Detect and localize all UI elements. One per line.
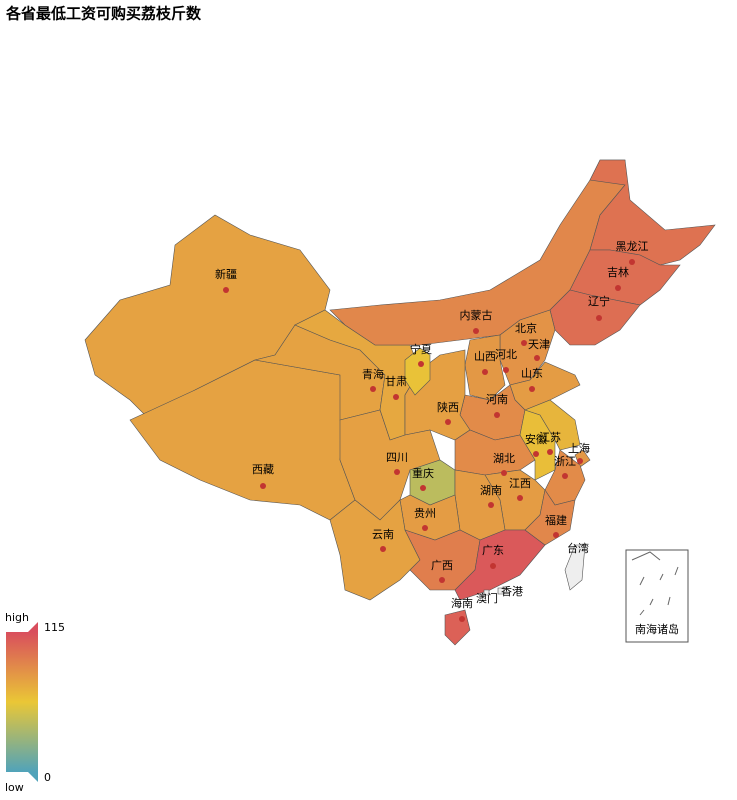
province (524, 399, 581, 451)
province-label: 重庆 (412, 466, 434, 480)
province-dot (394, 469, 400, 475)
province-label: 福建 (545, 513, 567, 527)
province (483, 589, 490, 596)
province (404, 347, 431, 396)
province-dot (418, 361, 424, 367)
province-dot (553, 532, 559, 538)
province (454, 529, 546, 601)
province-dot (521, 340, 527, 346)
province-dot (393, 394, 399, 400)
province (564, 544, 586, 591)
province-label: 湖北 (493, 452, 515, 465)
province-label: 江苏 (539, 431, 561, 444)
province-label: 西藏 (252, 463, 274, 476)
province-dot (501, 470, 507, 476)
province-label: 安徽 (525, 432, 547, 446)
province-label: 青海 (362, 367, 384, 381)
inset-islands (631, 551, 679, 616)
province-label: 湖南 (480, 484, 502, 497)
province-label: 河北 (495, 348, 517, 361)
province-label: 山东 (521, 367, 543, 380)
province (329, 499, 421, 601)
province-dot (223, 287, 229, 293)
province-dot (615, 285, 621, 291)
province-label: 宁夏 (410, 342, 432, 356)
province (464, 334, 506, 401)
province-dot (445, 419, 451, 425)
province-dot (562, 473, 568, 479)
province-dot (488, 502, 494, 508)
visual-map-handle (28, 622, 38, 632)
province-label: 云南 (372, 528, 394, 541)
visual-map-high: high (5, 611, 29, 624)
province-label: 澳门 (476, 591, 498, 605)
province-label: 河南 (486, 393, 508, 406)
province-dot (494, 412, 500, 418)
province-dot (473, 328, 479, 334)
province (499, 309, 556, 386)
visual-map-handle (28, 772, 38, 782)
visual-map-min: 0 (44, 771, 51, 784)
province-label: 海南 (451, 596, 473, 610)
visual-map-low: low (5, 781, 24, 794)
province-label: 浙江 (554, 455, 576, 468)
province-label: 上海 (568, 441, 590, 455)
province-label: 北京 (515, 321, 537, 335)
province-dot (420, 485, 426, 491)
province-label: 甘肃 (385, 375, 407, 388)
province-label: 四川 (386, 451, 408, 464)
province-label: 辽宁 (588, 294, 610, 308)
visual-map-max: 115 (44, 621, 65, 634)
province-label: 广东 (482, 544, 504, 557)
province-label: 台湾 (567, 541, 589, 555)
province-label: 新疆 (215, 267, 237, 281)
province-dot (439, 577, 445, 583)
province-dot (260, 483, 266, 489)
province-label: 山西 (474, 350, 496, 363)
province-label: 香港 (501, 585, 523, 598)
province-dot (534, 355, 540, 361)
province-dot (577, 458, 583, 464)
province-label: 吉林 (607, 265, 629, 279)
province-dot (503, 367, 509, 373)
inset-box (625, 549, 689, 643)
province-dot (380, 546, 386, 552)
province-label: 贵州 (414, 507, 436, 520)
province-dot (629, 259, 635, 265)
province-dot (490, 563, 496, 569)
inset-label: 南海诸岛 (635, 622, 679, 636)
province-dot (517, 495, 523, 501)
province-label: 天津 (528, 338, 550, 351)
province-dot (596, 315, 602, 321)
province-dot (547, 449, 553, 455)
visual-map-bar (6, 632, 38, 772)
province-dot (459, 616, 465, 622)
province-label: 黑龙江 (616, 240, 649, 253)
province-label: 江西 (509, 477, 531, 490)
province-label: 广西 (431, 559, 453, 572)
province-dot (482, 369, 488, 375)
province-dot (370, 386, 376, 392)
province-dot (422, 525, 428, 531)
province (497, 587, 505, 595)
chart-title: 各省最低工资可购买荔枝斤数 (5, 5, 202, 23)
province (444, 609, 471, 646)
province-label: 内蒙古 (460, 308, 493, 322)
province (524, 489, 576, 546)
province-label: 陕西 (437, 400, 459, 414)
province (589, 159, 716, 266)
province-dot (533, 451, 539, 457)
province-dot (529, 386, 535, 392)
